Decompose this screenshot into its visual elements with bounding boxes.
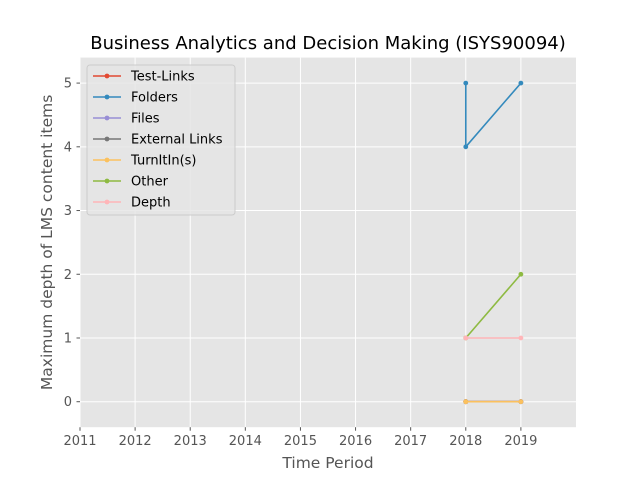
legend-item: Files xyxy=(93,112,160,127)
legend: Test-Links Folders Files External Links Turn… xyxy=(86,64,236,216)
legend-swatch-marker xyxy=(104,199,110,205)
legend-label: Folders xyxy=(131,91,178,106)
legend-box xyxy=(86,64,236,216)
legend-swatch-marker xyxy=(104,115,110,121)
legend-swatch-marker xyxy=(104,136,110,142)
legend-label: Files xyxy=(131,112,160,127)
legend-swatch-marker xyxy=(104,157,110,163)
legend-item: Depth xyxy=(93,196,171,211)
legend-label: Test-Links xyxy=(130,70,195,85)
data-point xyxy=(518,335,524,341)
legend-item: Other xyxy=(93,175,169,190)
series-layer xyxy=(463,80,524,405)
legend-label: External Links xyxy=(131,133,223,148)
x-tick-label: 2019 xyxy=(504,434,537,449)
data-point xyxy=(463,399,469,405)
y-tick-label: 5 xyxy=(64,77,72,92)
y-tick-label: 0 xyxy=(64,395,72,410)
x-axis-label: Time Period xyxy=(281,454,373,472)
y-tick-label: 2 xyxy=(64,268,72,283)
legend-item: Folders xyxy=(93,91,178,106)
x-axis-ticks: 2011 2012 2013 2014 2015 2016 2017 2018 2019 xyxy=(63,427,537,449)
legend-label: Other xyxy=(131,175,169,190)
x-tick-label: 2016 xyxy=(339,434,372,449)
series-depth xyxy=(463,335,524,341)
legend-label: TurnItIn(s) xyxy=(130,154,196,169)
x-tick-label: 2011 xyxy=(63,434,96,449)
legend-label: Depth xyxy=(131,196,171,211)
x-tick-label: 2018 xyxy=(449,434,482,449)
legend-item: Test-Links xyxy=(93,70,195,85)
y-tick-label: 1 xyxy=(64,331,72,346)
series-turnitin-s- xyxy=(463,399,524,405)
series-folders xyxy=(463,80,524,150)
data-point xyxy=(518,80,524,86)
y-tick-label: 4 xyxy=(64,140,72,155)
legend-item: External Links xyxy=(93,133,223,148)
data-point xyxy=(518,271,524,277)
x-tick-label: 2015 xyxy=(284,434,317,449)
chart-title: Business Analytics and Decision Making (… xyxy=(90,33,566,54)
data-point xyxy=(463,80,469,86)
data-point xyxy=(463,144,469,150)
legend-swatch-marker xyxy=(104,94,110,100)
legend-swatch-marker xyxy=(104,73,110,79)
y-axis-ticks: 0 1 2 3 4 5 xyxy=(64,77,80,410)
y-tick-label: 3 xyxy=(64,204,72,219)
legend-swatch-marker xyxy=(104,178,110,184)
x-tick-label: 2014 xyxy=(229,434,262,449)
x-tick-label: 2012 xyxy=(119,434,152,449)
x-tick-label: 2017 xyxy=(394,434,427,449)
y-axis-label: Maximum depth of LMS content items xyxy=(38,95,56,390)
legend-item: TurnItIn(s) xyxy=(93,154,196,169)
series-line xyxy=(465,273,522,339)
data-point xyxy=(463,335,469,341)
x-tick-label: 2013 xyxy=(174,434,207,449)
data-point xyxy=(518,399,524,405)
